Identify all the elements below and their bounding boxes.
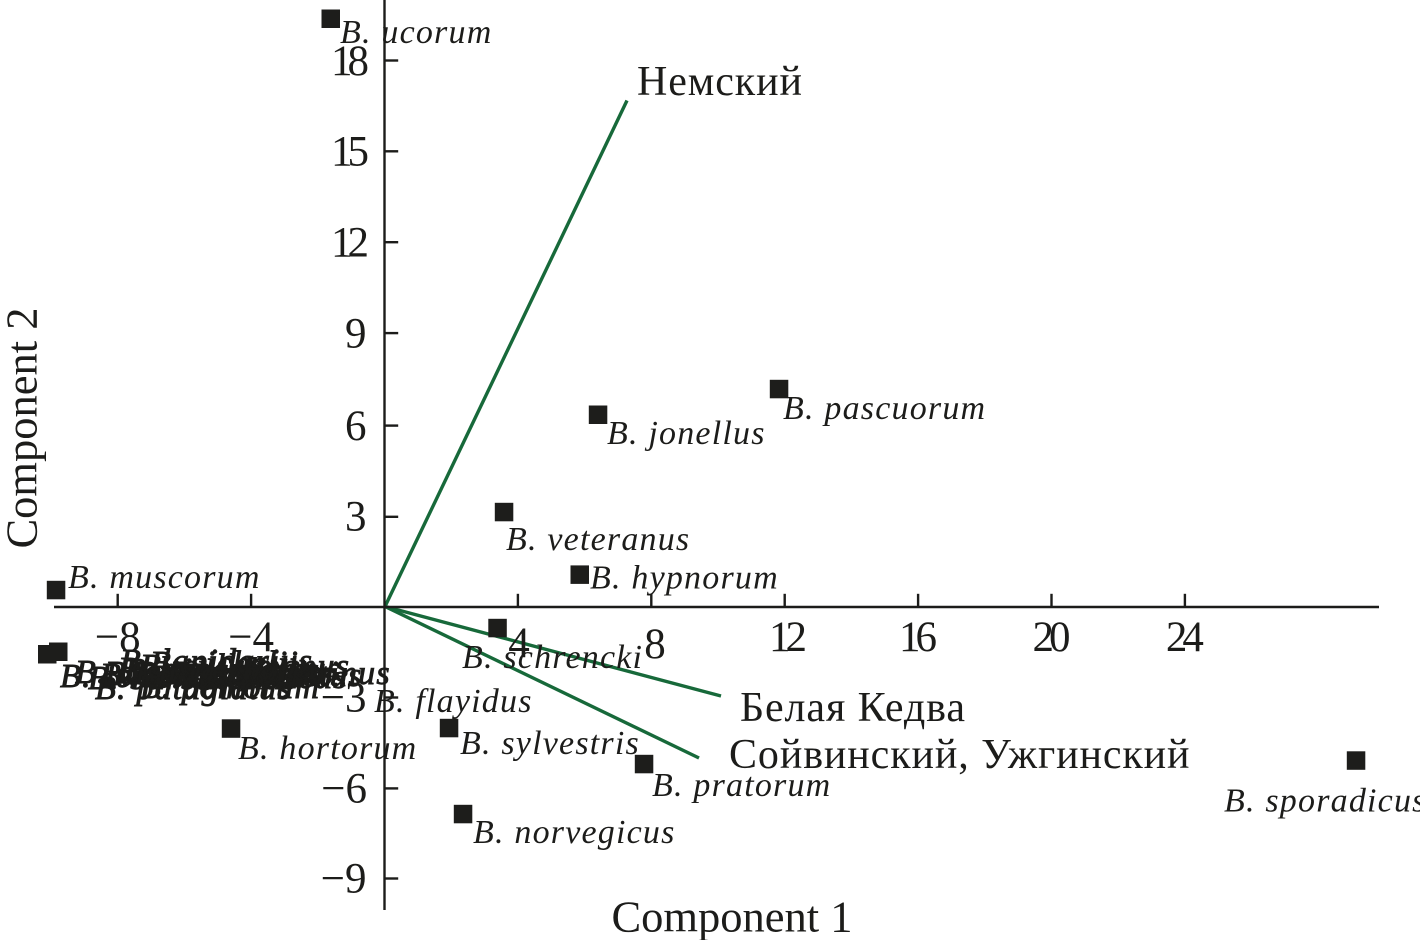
svg-text:12: 12 <box>769 614 806 661</box>
svg-text:B. schrencki: B. schrencki <box>462 639 643 676</box>
svg-text:B. semenoviellus: B. semenoviellus <box>60 658 308 695</box>
svg-text:B. sichelii: B. sichelii <box>150 645 299 682</box>
svg-text:Component 1: Component 1 <box>612 892 853 940</box>
svg-text:B. hyperboreus: B. hyperboreus <box>118 651 341 688</box>
svg-text:B. cingulatus: B. cingulatus <box>125 652 320 689</box>
svg-text:B. jonellus: B. jonellus <box>607 415 766 452</box>
svg-text:B. muscorum: B. muscorum <box>68 559 261 596</box>
svg-text:B. sporadicus: B. sporadicus <box>1224 783 1420 820</box>
svg-text:Component 2: Component 2 <box>0 307 47 548</box>
svg-text:B. pascuorum: B. pascuorum <box>783 390 986 427</box>
svg-text:B. pomorum: B. pomorum <box>140 669 320 706</box>
svg-text:B. patagiatus: B. patagiatus <box>95 670 292 707</box>
svg-text:B. consobrinus: B. consobrinus <box>170 655 391 692</box>
svg-text:B. pratorum: B. pratorum <box>652 767 831 804</box>
svg-text:20: 20 <box>1033 614 1070 661</box>
svg-text:−6: −6 <box>321 765 367 812</box>
svg-text:−3: −3 <box>321 675 367 722</box>
svg-text:B. lapidarius: B. lapidarius <box>120 643 313 680</box>
svg-text:9: 9 <box>345 310 367 357</box>
svg-text:B. barbutellus: B. barbutellus <box>88 660 297 697</box>
svg-text:24: 24 <box>1166 614 1204 661</box>
svg-text:Сойвинский, Ужгинский: Сойвинский, Ужгинский <box>729 732 1190 778</box>
svg-text:B. cullumanus: B. cullumanus <box>140 648 350 685</box>
svg-text:16: 16 <box>899 614 937 661</box>
svg-text:B. serrisquama: B. serrisquama <box>105 655 330 692</box>
svg-text:B. norvegicus: B. norvegicus <box>473 814 676 851</box>
svg-text:B. veteranus: B. veteranus <box>506 521 690 558</box>
svg-text:B. hortorum: B. hortorum <box>238 730 417 767</box>
svg-text:3: 3 <box>345 494 367 541</box>
svg-text:−4: −4 <box>228 614 274 661</box>
svg-text:B. ucorum: B. ucorum <box>340 14 492 51</box>
svg-text:15: 15 <box>331 129 368 176</box>
svg-text:−9: −9 <box>321 856 367 903</box>
svg-text:12: 12 <box>331 220 368 267</box>
svg-text:B. modestus: B. modestus <box>185 657 363 694</box>
svg-text:Немский: Немский <box>637 59 803 105</box>
svg-text:B. distinguendus: B. distinguendus <box>75 654 321 691</box>
svg-text:6: 6 <box>345 403 367 450</box>
svg-text:B. soroeensis: B. soroeensis <box>100 657 296 694</box>
svg-text:Белая Кедва: Белая Кедва <box>740 685 966 731</box>
svg-text:B. flayidus: B. flayidus <box>374 683 533 720</box>
svg-text:B. ruderarius: B. ruderarius <box>135 655 334 692</box>
svg-text:B. hypnorum: B. hypnorum <box>590 560 779 597</box>
svg-text:8: 8 <box>644 621 666 668</box>
svg-text:B. bohemicus: B. bohemicus <box>150 659 348 696</box>
svg-text:B. sylvestris: B. sylvestris <box>460 725 640 762</box>
svg-text:4: 4 <box>508 620 530 667</box>
svg-text:−8: −8 <box>95 614 141 661</box>
